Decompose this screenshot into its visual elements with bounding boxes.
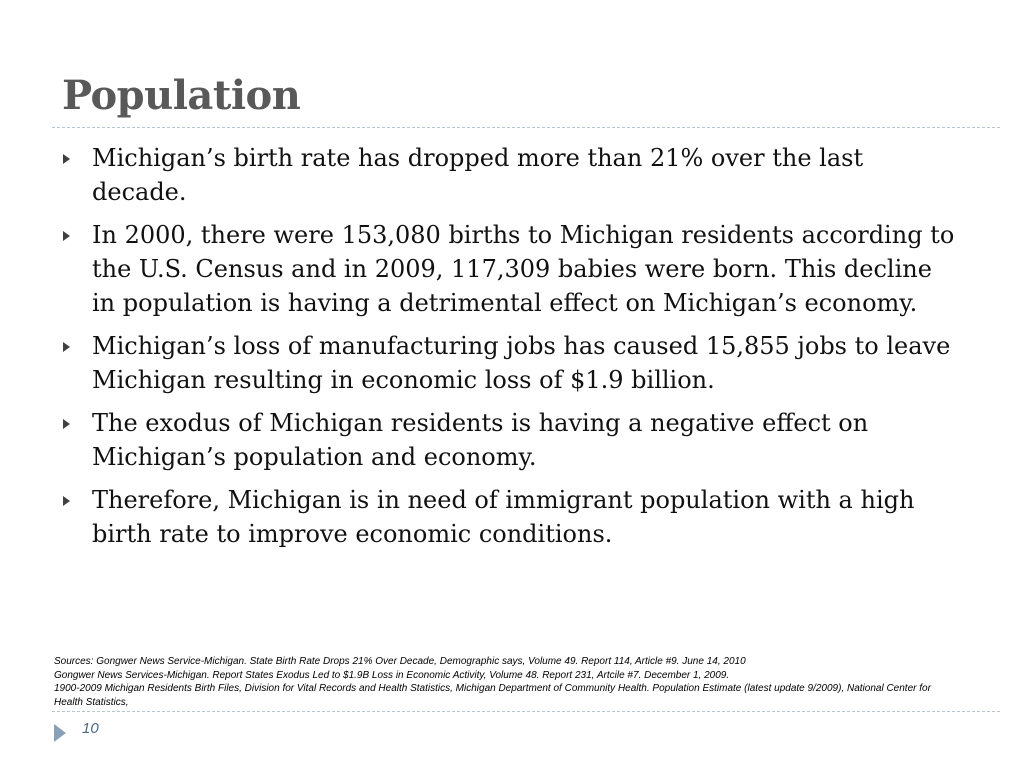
page-number: 10 xyxy=(82,720,99,737)
bullet-text: In 2000, there were 153,080 births to Mi… xyxy=(92,221,955,317)
divider xyxy=(52,711,1000,712)
bullet-icon xyxy=(63,231,70,241)
bullet-icon xyxy=(63,154,70,164)
bullet: Michigan’s loss of manufacturing jobs ha… xyxy=(62,329,962,397)
bullet-text: Michigan’s loss of manufacturing jobs ha… xyxy=(92,332,951,394)
bullet-text: Michigan’s birth rate has dropped more t… xyxy=(92,144,864,206)
source-line: Sources: Gongwer News Service-Michigan. … xyxy=(54,656,746,667)
slide-title: Population xyxy=(62,72,301,119)
divider xyxy=(52,127,1000,128)
bullet-list: Michigan’s birth rate has dropped more t… xyxy=(62,141,962,560)
bullet-text: Therefore, Michigan is in need of immigr… xyxy=(92,486,915,548)
bullet-icon xyxy=(63,419,70,429)
bullet: Therefore, Michigan is in need of immigr… xyxy=(62,483,962,551)
bullet: In 2000, there were 153,080 births to Mi… xyxy=(62,218,962,320)
bullet-icon xyxy=(63,342,70,352)
bullet: Michigan’s birth rate has dropped more t… xyxy=(62,141,962,209)
bullet-text: The exodus of Michigan residents is havi… xyxy=(92,409,869,471)
source-line: 1900-2009 Michigan Residents Birth Files… xyxy=(54,683,931,708)
bullet: The exodus of Michigan residents is havi… xyxy=(62,406,962,474)
sources: Sources: Gongwer News Service-Michigan. … xyxy=(54,655,934,709)
footer-icon xyxy=(54,724,66,742)
bullet-icon xyxy=(63,496,70,506)
source-line: Gongwer News Services-Michigan. Report S… xyxy=(54,669,730,681)
